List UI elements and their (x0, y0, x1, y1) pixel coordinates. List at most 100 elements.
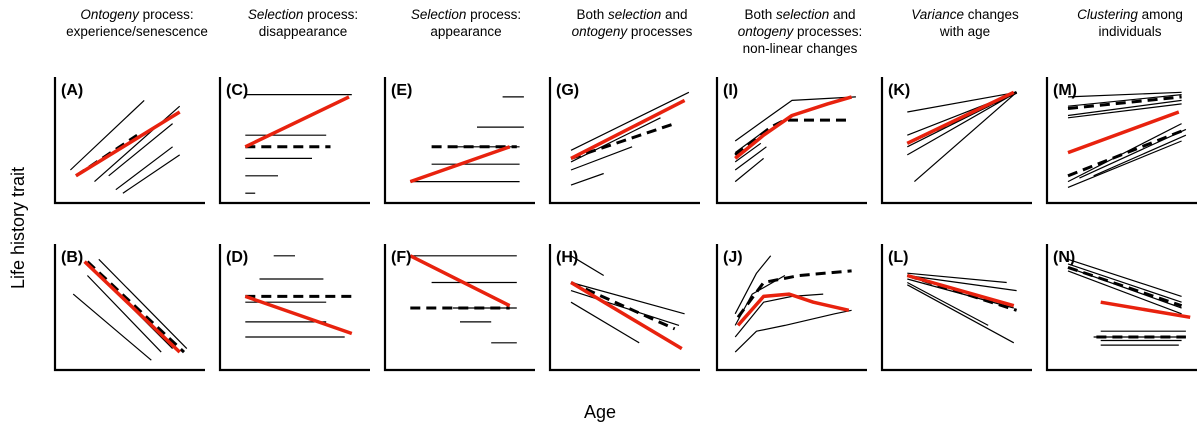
column-header-text: Both (744, 7, 776, 22)
red-trajectory (906, 273, 1015, 308)
panel-e: (E) (383, 77, 535, 205)
individual-trajectory (1067, 99, 1182, 117)
panel-c: (C) (218, 77, 370, 205)
individual-trajectory (570, 301, 640, 344)
red-trajectory (409, 254, 511, 308)
red-trajectory (570, 98, 686, 160)
panel-axes (53, 244, 205, 372)
individual-trajectory (734, 309, 852, 353)
individual-trajectory (1067, 270, 1182, 315)
panel-axes (548, 77, 700, 205)
panel-label: (L) (888, 249, 908, 266)
column-header: Variance changes with age (880, 6, 1050, 40)
column-header: Both selection and ontogeny processes: non… (715, 6, 885, 57)
panel-b: (B) (53, 244, 205, 372)
panel-axes (1045, 77, 1197, 205)
panel-label: (F) (391, 249, 411, 266)
column-header-text: processes (627, 24, 693, 39)
population-mean-dashed (736, 269, 852, 319)
individual-trajectory (72, 293, 152, 361)
individual-trajectory (734, 142, 762, 163)
column-header-text: among (1137, 7, 1183, 22)
panel-k: (K) (880, 77, 1032, 205)
individual-trajectory (1067, 123, 1182, 183)
individual-trajectory (1093, 134, 1187, 177)
column-header-text: selection (607, 7, 662, 22)
column-header-text: Clustering (1077, 7, 1138, 22)
panel-h: (H) (548, 244, 700, 372)
x-axis-label: Age (583, 402, 617, 422)
red-trajectory (244, 294, 353, 336)
individual-trajectory (907, 281, 989, 326)
panel-axes (218, 77, 370, 205)
individual-trajectory (1067, 263, 1182, 303)
individual-trajectory (570, 281, 685, 315)
panel-m: (M) (1045, 77, 1197, 205)
panel-f: (F) (383, 244, 535, 372)
individual-trajectory (734, 146, 767, 171)
column-header-text: and (661, 7, 688, 22)
individual-trajectory (907, 91, 1017, 156)
column-header-text: experience/senescence (66, 24, 208, 39)
panel-label: (D) (226, 249, 248, 266)
individual-trajectory (1067, 91, 1182, 98)
individual-trajectory (734, 293, 824, 338)
column-header-text: processes: (793, 24, 863, 39)
column-header-text: process: (466, 7, 522, 22)
panel-a: (A) (53, 77, 205, 205)
panel-axes (383, 244, 535, 372)
column-header: Ontogeny process: experience/senescence (52, 6, 222, 40)
individual-trajectory (98, 258, 188, 350)
panel-label: (G) (556, 82, 579, 99)
red-trajectory (734, 95, 853, 160)
population-mean-dashed (1067, 95, 1182, 110)
panel-j: (J) (715, 244, 867, 372)
column-header-text: individuals (1098, 24, 1162, 39)
individual-trajectory (108, 123, 173, 177)
panel-axes (53, 77, 205, 205)
panel-label: (M) (1053, 82, 1077, 99)
individual-trajectory (734, 96, 856, 142)
individual-trajectory (570, 117, 661, 163)
panel-label: (K) (888, 82, 910, 99)
individual-trajectory (1067, 258, 1182, 297)
panel-label: (J) (723, 249, 743, 266)
red-trajectory (570, 280, 683, 351)
individual-trajectory (914, 91, 1017, 183)
panel-axes (715, 77, 867, 205)
column-header-text: Both (576, 7, 608, 22)
column-header: Clustering among individuals (1045, 6, 1198, 40)
panel-axes (218, 244, 370, 372)
column-header-text: and (829, 7, 856, 22)
panel-label: (B) (61, 249, 83, 266)
panel-l: (L) (880, 244, 1032, 372)
column-header-text: appearance (430, 24, 502, 39)
panel-g: (G) (548, 77, 700, 205)
panel-label: (E) (391, 82, 412, 99)
panel-label: (H) (556, 249, 578, 266)
individual-trajectory (907, 274, 1017, 292)
panel-i: (I) (715, 77, 867, 205)
population-mean-dashed (1067, 265, 1183, 308)
column-header-text: Selection (410, 7, 467, 22)
individual-trajectory (122, 154, 181, 194)
individual-trajectory (907, 91, 1017, 113)
column-header-text: ontogeny (571, 24, 628, 39)
individual-trajectory (1067, 103, 1182, 119)
population-mean-dashed (86, 260, 186, 354)
population-mean-dashed (570, 281, 676, 331)
individual-trajectory (570, 146, 633, 171)
population-mean-dashed (570, 122, 676, 160)
red-trajectory (1100, 300, 1191, 320)
individual-trajectory (570, 290, 680, 326)
panel-axes (715, 244, 867, 372)
panel-axes (880, 77, 1032, 205)
column-header: Selection process: appearance (381, 6, 551, 40)
red-trajectory (83, 260, 181, 354)
column-header-text: Selection (247, 7, 304, 22)
panel-label: (N) (1053, 249, 1075, 266)
column-header-text: with age (939, 24, 991, 39)
individual-trajectory (1067, 94, 1182, 107)
panel-label: (A) (61, 82, 83, 99)
